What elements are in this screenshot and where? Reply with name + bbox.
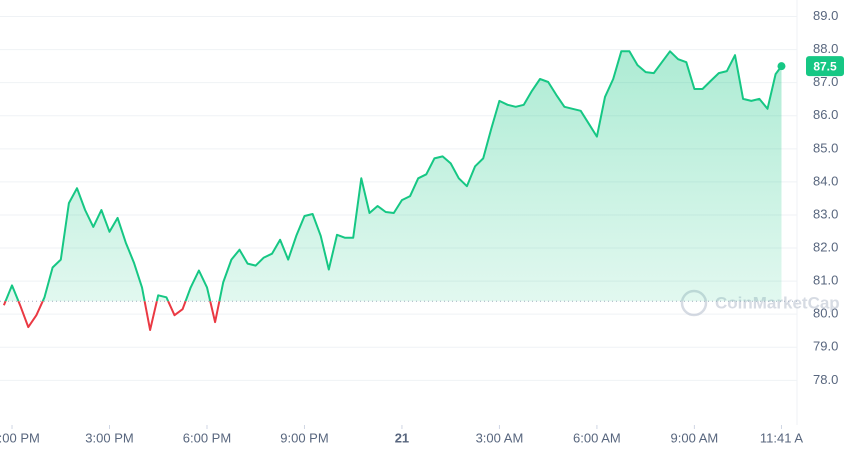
x-tick-label: 9:00 PM (280, 430, 328, 445)
price-area (5, 51, 782, 302)
y-tick-label: 88.0 (813, 41, 838, 56)
y-tick-label: 80.0 (813, 306, 838, 321)
last-price-dot (777, 62, 786, 71)
x-tick-label: 9:00 AM (671, 430, 719, 445)
y-tick-label: 83.0 (813, 206, 838, 221)
y-tick-label: 82.0 (813, 239, 838, 254)
price-line-up (4, 50, 783, 302)
y-tick-label: 87.0 (813, 74, 838, 89)
x-tick-label: 6:00 PM (183, 430, 231, 445)
y-tick-label: 86.0 (813, 107, 838, 122)
y-tick-label: 89.0 (813, 8, 838, 23)
x-tick-label: 11:41 A (760, 430, 803, 445)
y-tick-label: 78.0 (813, 372, 838, 387)
x-tick-label: 3:00 PM (85, 430, 133, 445)
x-tick-label: 12:00 PM (0, 430, 40, 445)
y-tick-label: 81.0 (813, 273, 838, 288)
y-tick-label: 84.0 (813, 173, 838, 188)
y-tick-label: 79.0 (813, 339, 838, 354)
price-badge-label: 87.5 (813, 59, 837, 73)
price-badge (806, 56, 844, 77)
x-tick-label: 3:00 AM (476, 430, 524, 445)
x-tick-label: 21 (395, 430, 409, 445)
x-tick-label: 6:00 AM (573, 430, 621, 445)
y-tick-label: 85.0 (813, 140, 838, 155)
